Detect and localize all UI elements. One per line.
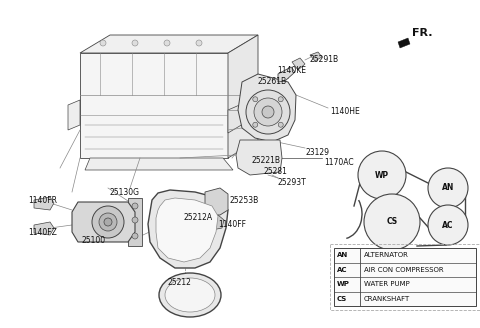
- Text: AN: AN: [337, 252, 348, 258]
- Text: 25130G: 25130G: [110, 188, 140, 197]
- Text: WP: WP: [375, 171, 389, 179]
- Polygon shape: [398, 38, 410, 48]
- Text: ALTERNATOR: ALTERNATOR: [364, 252, 409, 258]
- Text: AC: AC: [442, 220, 454, 230]
- Circle shape: [164, 40, 170, 46]
- Polygon shape: [292, 58, 305, 70]
- Polygon shape: [236, 140, 282, 175]
- Circle shape: [278, 122, 283, 127]
- Text: WATER PUMP: WATER PUMP: [364, 281, 410, 287]
- Text: AIR CON COMPRESSOR: AIR CON COMPRESSOR: [364, 267, 444, 273]
- Text: CS: CS: [386, 217, 397, 227]
- Circle shape: [278, 97, 283, 102]
- Text: 1140KE: 1140KE: [277, 66, 306, 75]
- Polygon shape: [72, 202, 135, 242]
- Text: 23129: 23129: [306, 148, 330, 157]
- Ellipse shape: [159, 273, 221, 317]
- Polygon shape: [156, 198, 218, 262]
- Circle shape: [253, 122, 258, 127]
- Polygon shape: [148, 190, 228, 268]
- Polygon shape: [80, 35, 258, 53]
- Text: 1140FF: 1140FF: [218, 220, 246, 229]
- Circle shape: [132, 40, 138, 46]
- Text: FR.: FR.: [412, 28, 432, 38]
- Text: AN: AN: [442, 183, 454, 193]
- Circle shape: [196, 40, 202, 46]
- Circle shape: [253, 97, 258, 102]
- Text: 1140HE: 1140HE: [330, 107, 360, 116]
- Text: WP: WP: [337, 281, 350, 287]
- Polygon shape: [128, 198, 142, 246]
- Text: 25293T: 25293T: [278, 178, 307, 187]
- Text: 25291B: 25291B: [310, 55, 339, 64]
- Polygon shape: [238, 74, 296, 142]
- Polygon shape: [228, 97, 258, 133]
- Text: 25212A: 25212A: [184, 213, 213, 222]
- Circle shape: [364, 194, 420, 250]
- Circle shape: [132, 217, 138, 223]
- Polygon shape: [228, 35, 258, 158]
- Circle shape: [246, 90, 290, 134]
- Text: CS: CS: [337, 296, 347, 302]
- Circle shape: [100, 40, 106, 46]
- Polygon shape: [85, 158, 233, 170]
- Bar: [330, 244, 480, 310]
- Polygon shape: [310, 52, 322, 61]
- Circle shape: [428, 205, 468, 245]
- Polygon shape: [80, 53, 228, 158]
- Text: 25221B: 25221B: [252, 156, 281, 165]
- Text: 25100: 25100: [82, 236, 106, 245]
- Polygon shape: [34, 197, 54, 210]
- Circle shape: [99, 213, 117, 231]
- Text: AC: AC: [337, 267, 348, 273]
- Text: 1140FR: 1140FR: [28, 196, 57, 205]
- Text: 25261B: 25261B: [257, 77, 286, 86]
- Circle shape: [92, 206, 124, 238]
- Circle shape: [358, 151, 406, 199]
- Text: 25212: 25212: [168, 278, 192, 287]
- Circle shape: [104, 218, 112, 226]
- Polygon shape: [34, 222, 54, 235]
- Circle shape: [428, 168, 468, 208]
- Polygon shape: [278, 67, 295, 82]
- Circle shape: [132, 233, 138, 239]
- Text: CRANKSHAFT: CRANKSHAFT: [364, 296, 410, 302]
- Bar: [334, 248, 476, 306]
- Ellipse shape: [165, 278, 215, 312]
- Polygon shape: [206, 215, 224, 230]
- Text: 1170AC: 1170AC: [324, 158, 354, 167]
- Polygon shape: [205, 188, 228, 215]
- Text: 25253B: 25253B: [230, 196, 259, 205]
- Circle shape: [254, 98, 282, 126]
- Text: 25281: 25281: [264, 167, 288, 176]
- Text: 1140FZ: 1140FZ: [28, 228, 57, 237]
- Circle shape: [132, 203, 138, 209]
- Polygon shape: [68, 100, 80, 130]
- Circle shape: [262, 106, 274, 118]
